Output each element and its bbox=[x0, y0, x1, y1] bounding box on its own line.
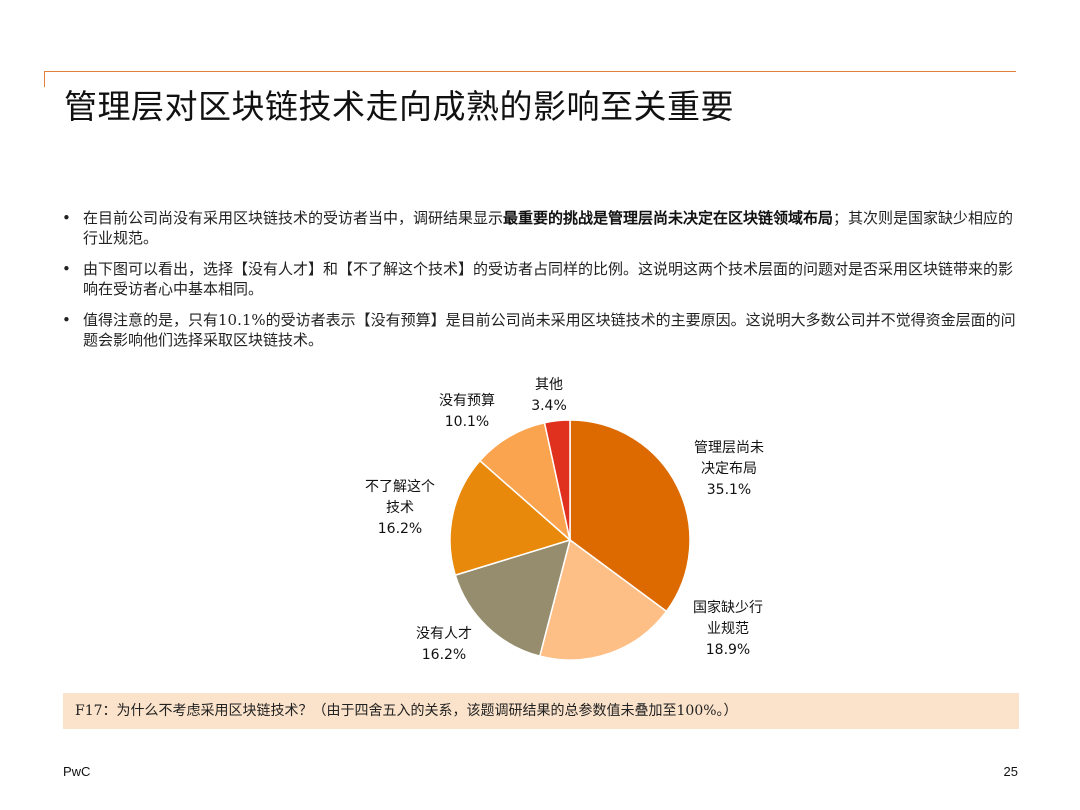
bullet-bold-text: 最重要的挑战是管理层尚未决定在区块链领域布局 bbox=[503, 209, 834, 227]
slice-label: 国家缺少行业规范 18.9% bbox=[693, 599, 763, 658]
slice-label: 没有预算 10.1% bbox=[439, 393, 495, 430]
pie-slice bbox=[454, 538, 572, 658]
bullet-text: 在目前公司尚没有采用区块链技术的受访者当中，调研结果显示 bbox=[83, 209, 504, 227]
bullet-dot: • bbox=[62, 209, 71, 227]
header-rule-tick bbox=[44, 71, 45, 87]
bullet-text-tail: ；其次则是国家缺少相应的行业规范。 bbox=[83, 209, 1014, 247]
bullet-dot: • bbox=[62, 260, 71, 278]
bullet-dot: • bbox=[62, 311, 71, 329]
pie-slice bbox=[449, 459, 572, 577]
footer-brand: PwC bbox=[63, 764, 91, 779]
header-rule bbox=[44, 71, 1016, 72]
bullet-item: • 由下图可以看出，选择【没有人才】和【不了解这个技术】的受访者占同样的比例。这说… bbox=[62, 259, 1022, 299]
slice-label: 不了解这个技术 16.2% bbox=[365, 478, 435, 537]
slice-label: 其他 3.4% bbox=[531, 377, 567, 414]
page-number: 25 bbox=[1003, 764, 1018, 779]
pie-slice bbox=[538, 538, 668, 661]
pie-slice bbox=[569, 419, 691, 613]
pie-slice bbox=[478, 421, 572, 543]
bullet-list: • 在目前公司尚没有采用区块链技术的受访者当中，调研结果显示最重要的挑战是管理层尚… bbox=[62, 208, 1022, 361]
bullet-item: • 在目前公司尚没有采用区块链技术的受访者当中，调研结果显示最重要的挑战是管理层尚… bbox=[62, 208, 1022, 248]
pie-slice bbox=[543, 419, 571, 541]
question-note: F17：为什么不考虑采用区块链技术？（由于四舍五入的关系，该题调研结果的总参数值… bbox=[63, 693, 1019, 729]
page-title: 管理层对区块链技术走向成熟的影响至关重要 bbox=[64, 87, 734, 126]
bullet-item: • 值得注意的是，只有10.1%的受访者表示【没有预算】是目前公司尚未采用区块链技… bbox=[62, 310, 1022, 350]
bullet-text: 由下图可以看出，选择【没有人才】和【不了解这个技术】的受访者占同样的比例。这说明… bbox=[83, 260, 1014, 298]
slice-label: 管理层尚未决定布局 35.1% bbox=[694, 440, 764, 498]
slice-label: 没有人才 16.2% bbox=[416, 626, 472, 663]
bullet-text: 值得注意的是，只有10.1%的受访者表示【没有预算】是目前公司尚未采用区块链技术… bbox=[83, 311, 1016, 349]
